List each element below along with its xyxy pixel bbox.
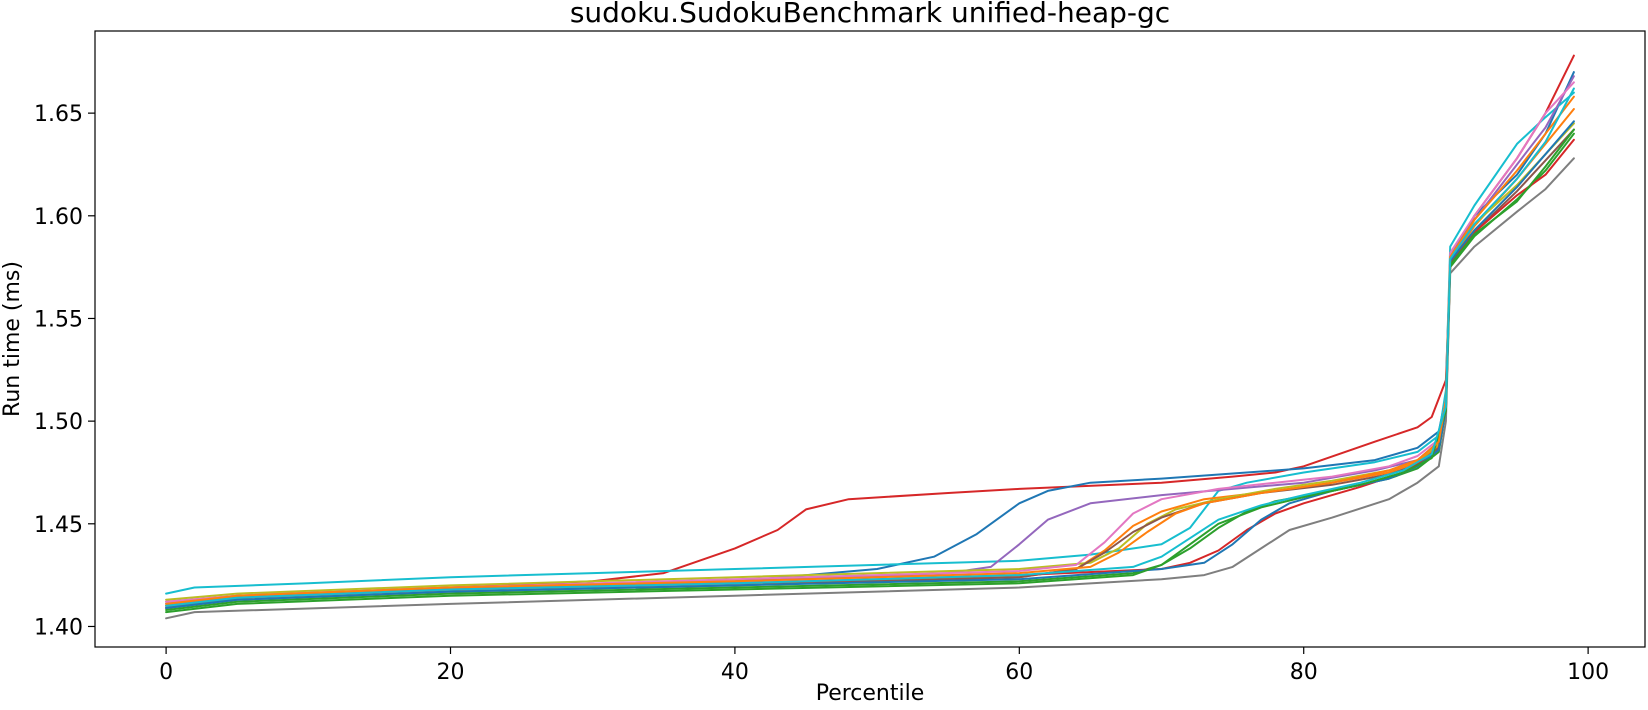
series-line-14 xyxy=(165,95,1575,605)
x-tick-label: 20 xyxy=(437,660,465,685)
series-line-8 xyxy=(165,128,1575,609)
x-tick-label: 0 xyxy=(159,660,173,685)
y-tick-label: 1.40 xyxy=(34,615,83,640)
series-layer xyxy=(165,54,1575,620)
series-line-5 xyxy=(165,108,1575,607)
y-tick-label: 1.45 xyxy=(34,513,83,538)
y-tick-label: 1.50 xyxy=(34,410,83,435)
x-tick-label: 100 xyxy=(1567,660,1609,685)
y-tick-label: 1.55 xyxy=(34,307,83,332)
series-line-4 xyxy=(165,75,1575,603)
x-axis: 0 20 40 60 80 100 xyxy=(159,647,1609,685)
x-axis-label: Percentile xyxy=(816,681,925,706)
x-tick-label: 60 xyxy=(1005,660,1033,685)
series-line-15 xyxy=(165,87,1575,607)
series-line-2 xyxy=(165,71,1575,605)
series-line-11 xyxy=(165,138,1575,607)
series-line-9 xyxy=(165,132,1575,611)
series-line-1 xyxy=(165,54,1575,609)
plot-frame xyxy=(94,30,1646,648)
series-line-10 xyxy=(165,157,1575,620)
y-axis: 1.40 1.45 1.50 1.55 1.60 1.65 xyxy=(34,102,95,640)
chart-title: sudoku.SudokuBenchmark unified-heap-gc xyxy=(570,0,1170,29)
series-line-7 xyxy=(165,81,1575,603)
series-line-12 xyxy=(165,120,1575,609)
y-tick-label: 1.65 xyxy=(34,102,83,127)
y-tick-label: 1.60 xyxy=(34,205,83,230)
series-line-13 xyxy=(165,128,1575,614)
x-tick-label: 80 xyxy=(1290,660,1318,685)
series-line-6 xyxy=(165,122,1575,601)
y-axis-label: Run time (ms) xyxy=(0,261,25,417)
series-line-3 xyxy=(165,91,1575,595)
x-tick-label: 40 xyxy=(721,660,749,685)
